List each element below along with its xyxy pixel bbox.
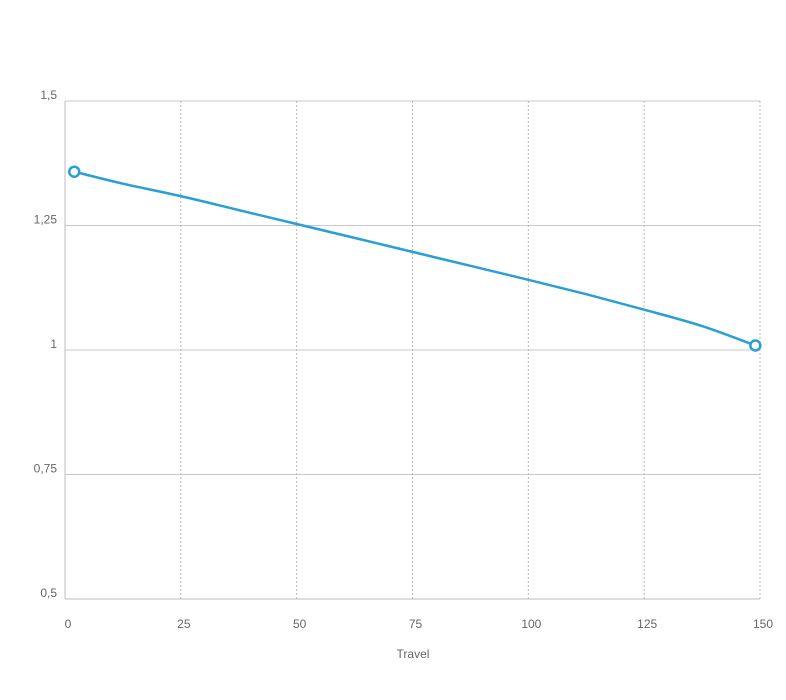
y-tick-label: 0,75 <box>34 462 58 476</box>
x-tick-label: 75 <box>409 617 423 631</box>
x-tick-label: 25 <box>177 617 191 631</box>
y-tick-label: 0,5 <box>40 586 57 600</box>
data-point-marker <box>749 339 762 352</box>
y-tick-label: 1,25 <box>34 213 58 227</box>
x-axis-title: Travel <box>397 647 430 661</box>
tick-labels: 0,5 0,75 1 1,25 1,5 0 25 50 75 100 125 150 <box>34 88 774 631</box>
x-tick-label: 100 <box>521 617 541 631</box>
y-tick-label: 1 <box>50 337 57 351</box>
series-line <box>73 170 757 347</box>
x-tick-label: 150 <box>753 617 773 631</box>
series <box>68 165 762 352</box>
x-tick-label: 0 <box>65 617 72 631</box>
x-tick-label: 125 <box>637 617 657 631</box>
x-tick-label: 50 <box>293 617 307 631</box>
data-point-marker <box>68 165 81 178</box>
axes <box>64 101 760 600</box>
grid <box>65 100 761 599</box>
y-tick-label: 1,5 <box>40 88 57 102</box>
